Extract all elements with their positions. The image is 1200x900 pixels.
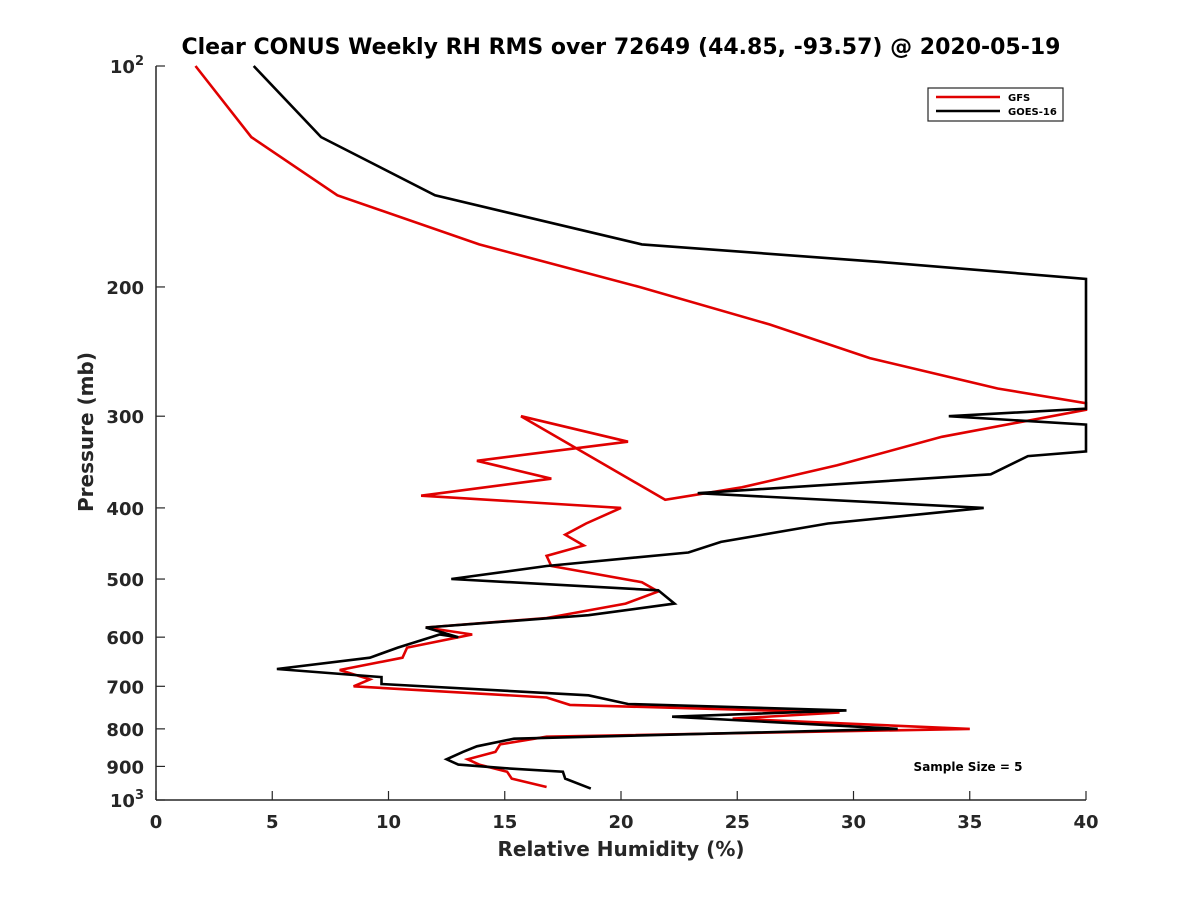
- x-tick-label: 25: [725, 812, 750, 833]
- x-axis-ticks: 0 5 10 15 20 25 30 35 40: [150, 791, 1099, 833]
- y-tick-label: 700: [106, 677, 144, 698]
- y-tick-label: 600: [106, 628, 144, 649]
- legend-box: [927, 87, 1064, 122]
- plot-lines: [194, 65, 1088, 790]
- y-tick-label: 800: [106, 720, 144, 741]
- x-tick-label: 15: [492, 812, 517, 833]
- x-tick-label: 40: [1073, 812, 1098, 833]
- y-tick-label: 103: [110, 788, 144, 812]
- y-tick-label: 300: [106, 407, 144, 428]
- x-axis-label: Relative Humidity (%): [497, 837, 744, 861]
- y-axis-ticks: 102 200 300 400 500 600 700 800 900 103: [106, 54, 165, 812]
- x-tick-label: 35: [957, 812, 982, 833]
- x-tick-label: 10: [376, 812, 401, 833]
- y-tick-label: 500: [106, 570, 144, 591]
- x-tick-label: 5: [266, 812, 279, 833]
- legend-label-goes-16: GOES-16: [1008, 107, 1057, 118]
- x-tick-label: 30: [841, 812, 866, 833]
- chart-title: Clear CONUS Weekly RH RMS over 72649 (44…: [182, 35, 1061, 60]
- legend-label-gfs: GFS: [1008, 93, 1030, 104]
- series-line-goes-16: [252, 65, 1088, 790]
- y-tick-label: 400: [106, 499, 144, 520]
- sample-size-annotation: Sample Size = 5: [914, 760, 1023, 774]
- x-tick-label: 20: [608, 812, 633, 833]
- y-tick-label: 200: [106, 278, 144, 299]
- x-tick-label: 0: [150, 812, 163, 833]
- legend: GFS GOES-16: [927, 87, 1064, 122]
- y-tick-label: 900: [106, 757, 144, 778]
- y-tick-label: 102: [110, 54, 144, 78]
- y-axis-label: Pressure (mb): [74, 352, 98, 512]
